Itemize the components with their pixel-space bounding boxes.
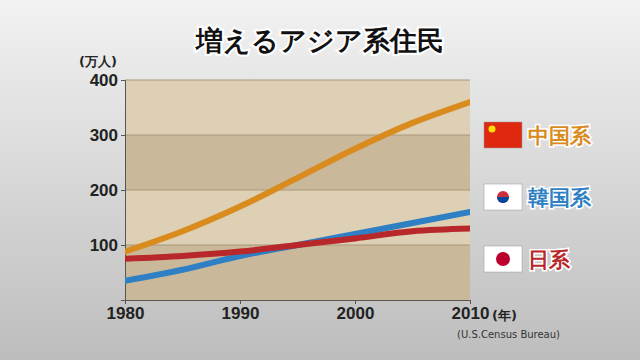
- y-axis: 100 200 300 400: [90, 71, 126, 301]
- flag-emblem: [497, 197, 509, 203]
- tick: 200: [90, 181, 125, 200]
- tick-mark: [121, 80, 125, 81]
- tick-label: 2000: [337, 304, 375, 323]
- x-axis: 1980 1990 2000 2010: [107, 300, 490, 323]
- flag-emblem: [497, 191, 509, 203]
- background: [0, 0, 640, 360]
- tick-label: 300: [90, 126, 118, 145]
- flag-icon: [484, 122, 522, 148]
- lines: [125, 102, 470, 281]
- tick: 400: [90, 71, 125, 90]
- flag-star: [489, 126, 496, 133]
- flag-emblem: [496, 252, 510, 266]
- plot-band: [125, 80, 470, 135]
- tick-label: 400: [90, 71, 118, 90]
- plot-band: [125, 135, 470, 190]
- tick-label: 1980: [107, 304, 145, 323]
- legend-label: 日系: [528, 248, 571, 272]
- tick: 2010: [452, 300, 490, 323]
- tick-mark: [121, 190, 125, 191]
- grid-line: [125, 190, 470, 191]
- series-line: [125, 212, 470, 281]
- y-axis-title: (万人): [79, 54, 117, 69]
- axis-line: [126, 301, 471, 305]
- chart: 100 200 300 400 1980 1990 2000 2010 中国系韓国系日系 増えるア…: [0, 0, 640, 360]
- series-line: [125, 229, 470, 259]
- title: 増えるアジア系住民: [195, 25, 444, 56]
- flag-icon: [484, 246, 522, 272]
- tick-label: 1990: [222, 304, 260, 323]
- legend: 中国系韓国系日系: [484, 122, 592, 272]
- tick-label: 2010: [452, 304, 490, 323]
- tick-mark: [121, 245, 125, 246]
- tick-label: 200: [90, 181, 118, 200]
- tick-label: 100: [90, 236, 118, 255]
- legend-item: 中国系: [484, 122, 592, 148]
- legend-label: 韓国系: [528, 186, 592, 210]
- legend-item: 日系: [484, 246, 571, 272]
- flag: [484, 184, 522, 210]
- legend-item: 韓国系: [484, 184, 592, 210]
- x-axis-title: (年): [492, 308, 517, 323]
- tick: 1990: [222, 300, 260, 323]
- plot-band: [125, 190, 470, 245]
- tick: 2000: [337, 300, 375, 323]
- tick-mark: [121, 135, 125, 136]
- flag: [484, 122, 522, 148]
- axis-line: [121, 81, 126, 301]
- flag: [484, 246, 522, 272]
- grid-line: [125, 135, 470, 136]
- tick: 1980: [107, 300, 145, 323]
- tick: 100: [90, 236, 125, 255]
- tick: 300: [90, 126, 125, 145]
- flag-icon: [484, 184, 522, 210]
- source: (U.S.Census Bureau): [457, 329, 560, 340]
- legend-label: 中国系: [528, 124, 592, 148]
- grid-line: [125, 80, 470, 81]
